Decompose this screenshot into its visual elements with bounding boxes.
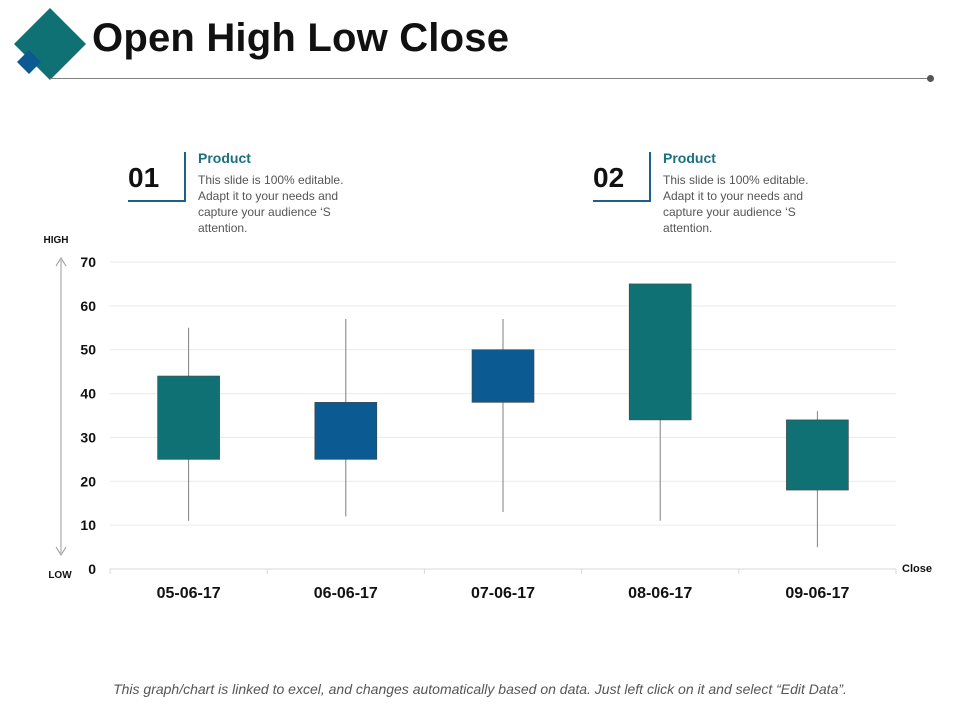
candle-body — [157, 375, 220, 460]
candle-body — [786, 419, 849, 491]
y-tick-label: 10 — [80, 517, 96, 533]
candle-body — [628, 283, 692, 421]
y-tick-label: 0 — [88, 561, 96, 577]
y-tick-label: 40 — [80, 386, 96, 402]
candle-body — [471, 349, 535, 403]
logo-diamond-small — [17, 50, 41, 74]
y-tick-label: 30 — [80, 429, 96, 445]
x-tick-label: 06-06-17 — [314, 585, 378, 602]
callout-number: 02 — [593, 162, 625, 193]
callout-number: 01 — [128, 162, 160, 193]
callout-heading: Product — [663, 150, 716, 166]
callout-underline — [593, 200, 651, 202]
callout-body: This slide is 100% editable. Adapt it to… — [663, 173, 809, 235]
callout-divider — [649, 152, 651, 202]
x-tick-label: 08-06-17 — [628, 585, 692, 602]
callout-body: This slide is 100% editable. Adapt it to… — [198, 173, 344, 235]
callout-divider — [184, 152, 186, 202]
low-axis-label: LOW — [48, 570, 72, 581]
title-divider — [50, 78, 930, 79]
title-divider-dot — [927, 75, 934, 82]
callout-heading: Product — [198, 150, 251, 166]
close-axis-label: Close — [902, 563, 932, 575]
candle-body — [314, 402, 378, 460]
low-arrow-head — [55, 546, 67, 556]
high-axis-label: HIGH — [44, 235, 69, 246]
y-tick-label: 70 — [80, 254, 96, 270]
x-tick-label: 09-06-17 — [785, 585, 849, 602]
footer-note: This graph/chart is linked to excel, and… — [113, 681, 847, 697]
x-tick-label: 05-06-17 — [157, 585, 221, 602]
page-title: Open High Low Close — [92, 16, 510, 60]
y-tick-label: 60 — [80, 298, 96, 314]
logo-diamonds — [14, 8, 86, 80]
y-tick-label: 50 — [80, 342, 96, 358]
x-tick-label: 07-06-17 — [471, 585, 535, 602]
high-arrow-head — [55, 257, 67, 267]
callout-underline — [128, 200, 186, 202]
y-tick-label: 20 — [80, 473, 96, 489]
